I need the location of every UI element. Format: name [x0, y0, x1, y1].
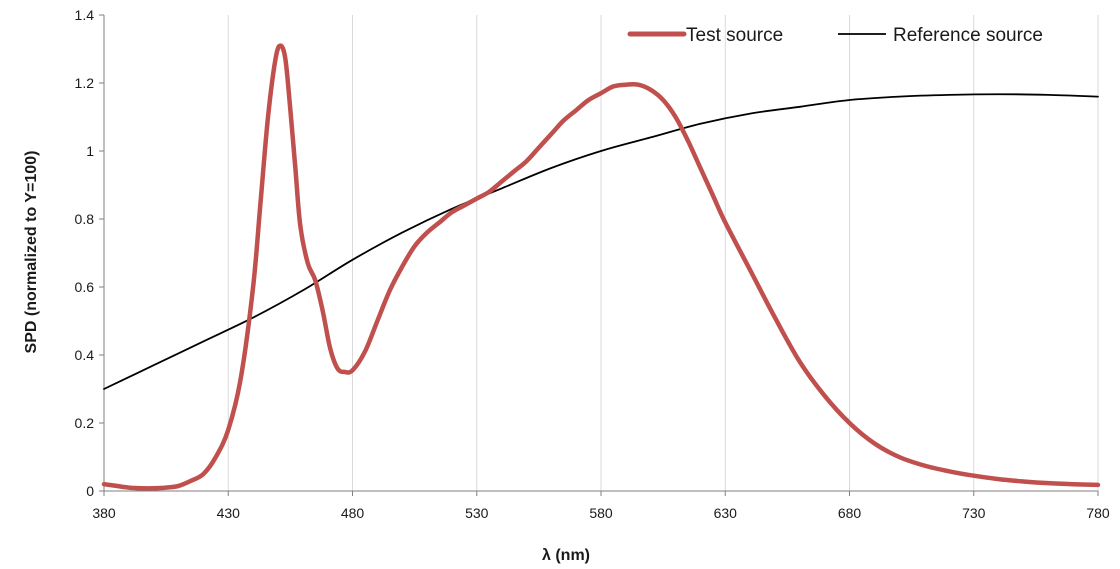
legend-label-test-source: Test source	[686, 25, 783, 46]
y-tick-label: 0.4	[75, 347, 95, 363]
x-tick-label: 480	[341, 505, 365, 521]
x-tick-label: 730	[962, 505, 986, 521]
y-tick-label: 0	[86, 483, 94, 499]
grid-lines	[227, 15, 1099, 491]
tick-labels: 0 0.2 0.4 0.6 0.8 1 1.2 1.4 380 430 480 530 580 630 68…	[75, 7, 1110, 521]
y-tick-label: 0.6	[75, 279, 95, 295]
x-tick-label: 630	[714, 505, 738, 521]
x-tick-label: 430	[217, 505, 241, 521]
series-line-reference-source	[103, 93, 1099, 390]
series-lines	[101, 43, 1101, 491]
y-tick-label: 1.4	[75, 7, 95, 23]
series-line-test-source	[101, 43, 1101, 491]
x-tick-label: 530	[465, 505, 489, 521]
x-tick-label: 380	[92, 505, 116, 521]
y-tick-label: 0.2	[75, 415, 95, 431]
legend-label-reference-source: Reference source	[893, 25, 1043, 46]
x-axis-title: λ (nm)	[542, 547, 590, 564]
axes	[99, 14, 1099, 496]
legend: Test source Reference source	[627, 25, 1043, 46]
x-tick-label: 680	[838, 505, 862, 521]
x-tick-label: 780	[1086, 505, 1110, 521]
x-tick-label: 580	[589, 505, 613, 521]
y-tick-label: 1	[86, 143, 94, 159]
y-tick-label: 0.8	[75, 211, 95, 227]
y-tick-label: 1.2	[75, 75, 95, 91]
y-axis-title: SPD (normalized to Y=100)	[23, 151, 40, 354]
